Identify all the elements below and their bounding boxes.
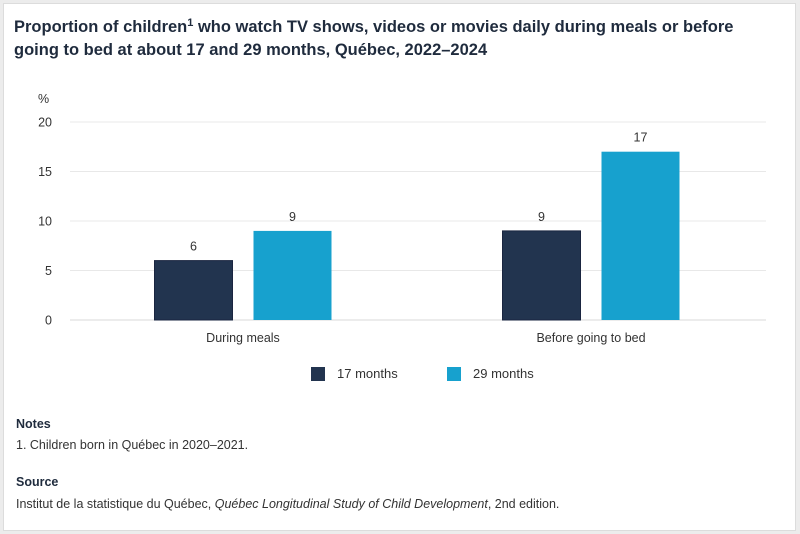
- legend-swatch: [447, 366, 461, 381]
- source-prefix: Institut de la statistique du Québec,: [16, 497, 215, 511]
- title-text-cont: who watch TV shows, videos or movies dai…: [14, 18, 734, 59]
- bar-29-months-0[interactable]: [253, 230, 332, 320]
- y-axis-unit-label: %: [38, 92, 49, 106]
- title-footnote-marker: 1: [187, 17, 194, 29]
- x-axis: During meals Before going to bed: [206, 331, 645, 345]
- y-tick-label: 5: [45, 264, 52, 278]
- y-tick-label: 20: [38, 116, 52, 130]
- legend-label: 17 months: [337, 366, 398, 381]
- bar-29-months-1[interactable]: [601, 151, 680, 320]
- notes-heading: Notes: [16, 417, 51, 431]
- y-tick-label: 0: [45, 314, 52, 328]
- bar-17-months-1[interactable]: [502, 230, 581, 321]
- data-label: 17: [634, 131, 648, 145]
- data-labels: 6 9 9 17: [190, 131, 647, 254]
- source-study-title: Québec Longitudinal Study of Child Devel…: [214, 497, 488, 511]
- x-tick-label: Before going to bed: [536, 331, 645, 345]
- source-suffix: , 2nd edition.: [487, 497, 560, 511]
- y-axis: % 0 5 10 15 20: [38, 92, 52, 328]
- bar-17-months-0[interactable]: [154, 260, 233, 321]
- data-label: 6: [190, 240, 197, 254]
- data-label: 9: [538, 210, 545, 224]
- data-label: 9: [289, 210, 296, 224]
- y-tick-label: 15: [38, 165, 52, 179]
- legend-swatch: [311, 366, 325, 381]
- source-text: Institut de la statistique du Québec, Qu…: [16, 497, 559, 511]
- legend-item[interactable]: 17 months: [311, 366, 398, 381]
- legend-label: 29 months: [473, 366, 534, 381]
- bars: [154, 151, 680, 321]
- y-tick-label: 10: [38, 215, 52, 229]
- x-tick-label: During meals: [206, 331, 280, 345]
- source-heading: Source: [16, 475, 59, 489]
- notes-text: 1. Children born in Québec in 2020–2021.: [16, 438, 249, 452]
- legend-item[interactable]: 29 months: [447, 366, 534, 381]
- legend: 17 months 29 months: [0, 366, 800, 384]
- title-text: Proportion of children: [14, 18, 188, 36]
- chart-title: Proportion of children1 who watch TV sho…: [14, 16, 774, 62]
